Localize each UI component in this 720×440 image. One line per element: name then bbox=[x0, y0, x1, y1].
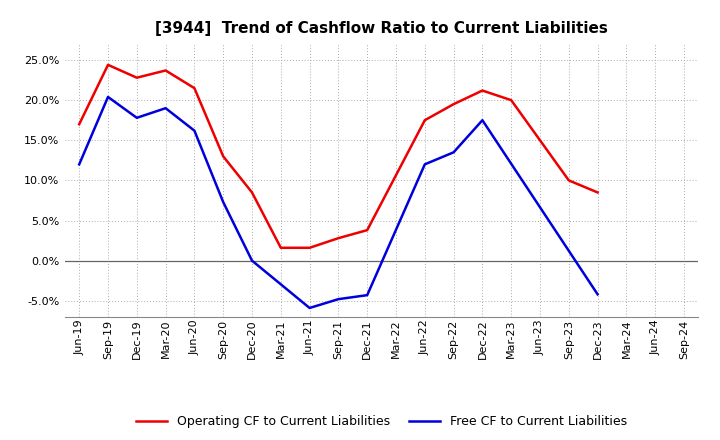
Operating CF to Current Liabilities bbox=[161, 68, 170, 73]
Free CF to Current Liabilities bbox=[161, 106, 170, 111]
Operating CF to Current Liabilities bbox=[132, 75, 141, 81]
Operating CF to Current Liabilities bbox=[564, 178, 573, 183]
Line: Free CF to Current Liabilities: Free CF to Current Liabilities bbox=[79, 97, 598, 308]
Free CF to Current Liabilities bbox=[449, 150, 458, 155]
Title: [3944]  Trend of Cashflow Ratio to Current Liabilities: [3944] Trend of Cashflow Ratio to Curren… bbox=[156, 21, 608, 36]
Operating CF to Current Liabilities bbox=[420, 117, 429, 123]
Operating CF to Current Liabilities bbox=[219, 154, 228, 159]
Free CF to Current Liabilities bbox=[363, 293, 372, 298]
Free CF to Current Liabilities bbox=[132, 115, 141, 121]
Operating CF to Current Liabilities bbox=[593, 190, 602, 195]
Operating CF to Current Liabilities bbox=[334, 235, 343, 241]
Operating CF to Current Liabilities bbox=[248, 190, 256, 195]
Operating CF to Current Liabilities bbox=[536, 138, 544, 143]
Operating CF to Current Liabilities bbox=[276, 245, 285, 250]
Free CF to Current Liabilities bbox=[190, 128, 199, 133]
Legend: Operating CF to Current Liabilities, Free CF to Current Liabilities: Operating CF to Current Liabilities, Fre… bbox=[131, 411, 632, 433]
Operating CF to Current Liabilities bbox=[478, 88, 487, 93]
Operating CF to Current Liabilities bbox=[75, 121, 84, 127]
Operating CF to Current Liabilities bbox=[507, 98, 516, 103]
Operating CF to Current Liabilities bbox=[190, 85, 199, 91]
Operating CF to Current Liabilities bbox=[363, 227, 372, 233]
Free CF to Current Liabilities bbox=[305, 305, 314, 311]
Operating CF to Current Liabilities bbox=[104, 62, 112, 67]
Operating CF to Current Liabilities bbox=[449, 102, 458, 107]
Line: Operating CF to Current Liabilities: Operating CF to Current Liabilities bbox=[79, 65, 598, 248]
Operating CF to Current Liabilities bbox=[305, 245, 314, 250]
Free CF to Current Liabilities bbox=[104, 94, 112, 99]
Free CF to Current Liabilities bbox=[420, 162, 429, 167]
Free CF to Current Liabilities bbox=[334, 297, 343, 302]
Free CF to Current Liabilities bbox=[75, 162, 84, 167]
Free CF to Current Liabilities bbox=[593, 292, 602, 297]
Free CF to Current Liabilities bbox=[248, 258, 256, 263]
Free CF to Current Liabilities bbox=[478, 117, 487, 123]
Free CF to Current Liabilities bbox=[219, 199, 228, 205]
